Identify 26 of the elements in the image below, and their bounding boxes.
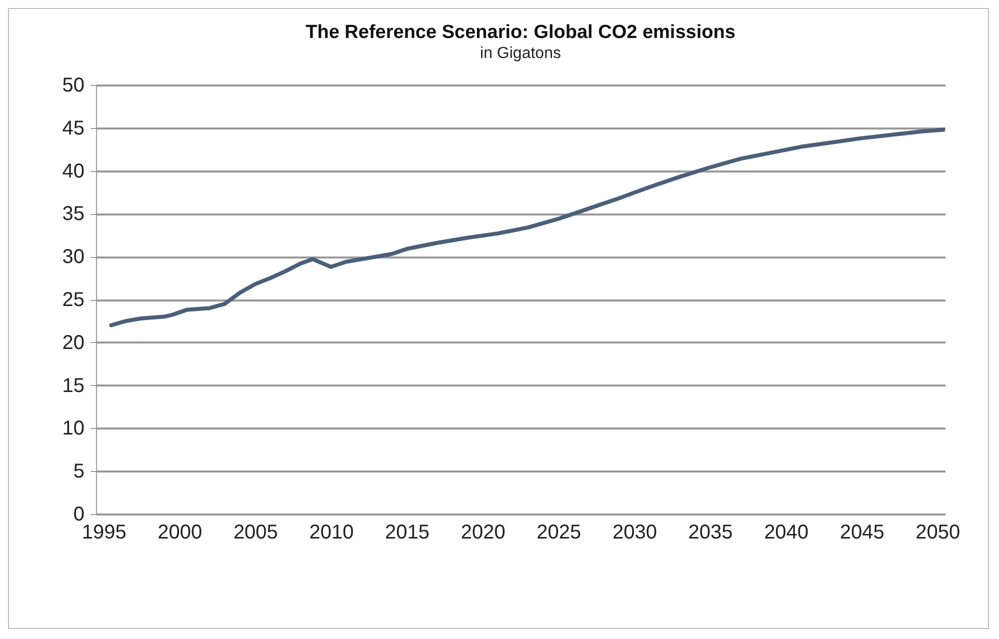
- y-tick-label: 15: [62, 374, 84, 397]
- x-tick-label: 1995: [82, 522, 126, 544]
- x-tick-label: 2010: [309, 522, 354, 544]
- x-tick-label: 2020: [460, 522, 506, 544]
- y-tick-label: 40: [62, 160, 84, 182]
- x-tick-label: 2030: [612, 522, 657, 544]
- x-tick-label: 2035: [688, 522, 733, 544]
- y-tick-label: 0: [73, 504, 84, 526]
- chart-title: The Reference Scenario: Global CO2 emissions: [306, 22, 736, 43]
- y-tick-label: 25: [62, 289, 84, 311]
- x-tick-label: 2050: [916, 522, 960, 544]
- y-tick-label: 35: [62, 203, 84, 226]
- line-series: [109, 128, 945, 328]
- y-tick-label: 10: [62, 418, 84, 440]
- y-tick-label: 5: [73, 460, 84, 483]
- y-tick-label: 20: [62, 332, 84, 354]
- x-tick-label: 2045: [840, 522, 884, 544]
- x-tick-label: 2040: [764, 522, 809, 544]
- x-tick-label: 2015: [385, 522, 430, 544]
- y-tick-label: 30: [62, 246, 84, 268]
- y-tick-label: 45: [62, 117, 84, 140]
- y-tick-label: 50: [62, 74, 84, 96]
- chart-subtitle: in Gigatons: [480, 45, 561, 62]
- x-tick-label: 2000: [158, 522, 202, 544]
- x-tick-label: 2025: [536, 522, 582, 544]
- x-tick-label: 2005: [233, 522, 278, 544]
